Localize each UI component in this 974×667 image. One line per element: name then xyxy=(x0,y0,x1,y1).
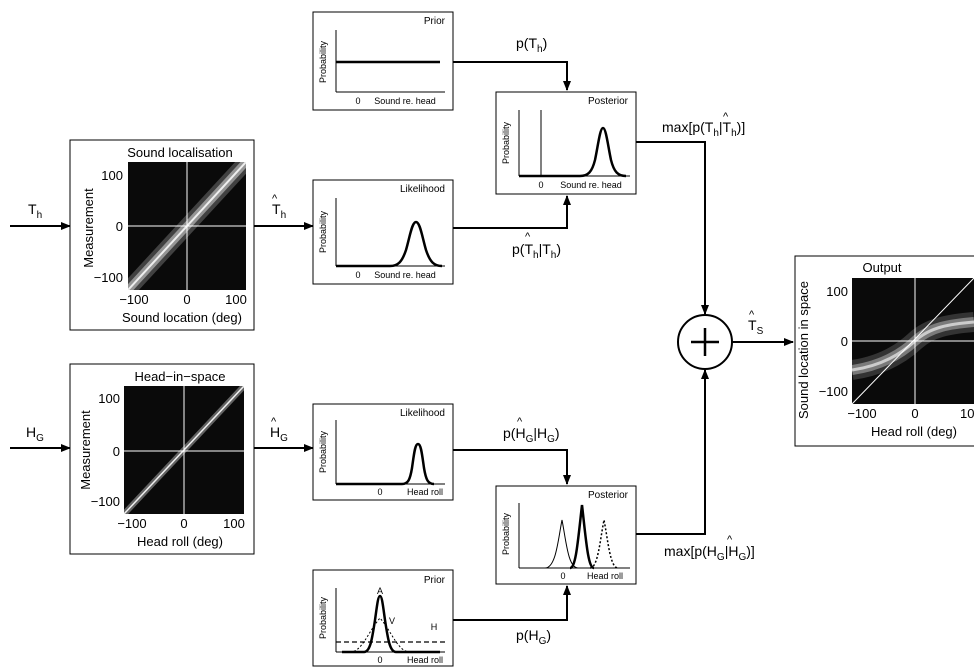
th-input-label: Th xyxy=(28,201,42,221)
prior-bottom-ylabel: Probability xyxy=(318,596,328,639)
likelihood-top-ylabel: Probability xyxy=(318,210,328,253)
likelihood-top-zero: 0 xyxy=(355,270,360,280)
max-bottom-caret: ^ xyxy=(727,534,733,546)
posterior-bottom-title: Posterior xyxy=(588,490,629,501)
output-xtick-left: −100 xyxy=(847,406,876,421)
likelihood-top-title: Likelihood xyxy=(400,184,445,195)
posterior-bottom-box: Posterior Probability 0 Head roll xyxy=(495,485,637,585)
likelihood-top-formula: p(Th|Th) xyxy=(512,241,561,261)
max-top-formula: max[p(Th|Th)] xyxy=(662,119,745,139)
head-ytick-mid: 0 xyxy=(113,444,120,459)
hg-hat-label: HG xyxy=(270,424,288,444)
th-hat-label: Th xyxy=(272,201,286,221)
head-ytick-top: 100 xyxy=(98,391,120,406)
sound-ytick-top: 100 xyxy=(101,168,123,183)
sound-xtick-mid: 0 xyxy=(183,292,190,307)
head-in-space-panel: Head−in−space 100 0 −100 −100 0 100 Head… xyxy=(69,363,255,555)
sound-ytick-bot: −100 xyxy=(94,270,123,285)
prior-bottom-label-h: H xyxy=(431,622,438,632)
posterior-top-box: Posterior Probability 0 Sound re. head xyxy=(495,91,637,195)
prior-bottom-box: Prior A V H Probability 0 Head roll xyxy=(312,569,454,667)
head-xtick-right: 100 xyxy=(223,516,245,531)
output-panel-title: Output xyxy=(862,260,901,275)
likelihood-bottom-formula: p(HG|HG) xyxy=(503,425,560,445)
output-panel: Output 100 0 −100 −100 0 100 Head roll (… xyxy=(794,255,974,447)
posterior-top-title: Posterior xyxy=(588,96,629,107)
prior-bottom-zero: 0 xyxy=(377,655,382,665)
likelihood-bottom-title: Likelihood xyxy=(400,408,445,419)
p-th-label: p(Th) xyxy=(516,35,547,55)
prior-top-xlabel: Sound re. head xyxy=(374,96,436,106)
ts-hat-label: TS xyxy=(748,317,764,337)
head-ylabel: Measurement xyxy=(78,410,93,490)
output-ylabel: Sound location in space xyxy=(796,281,811,419)
p-hg-label: p(HG) xyxy=(516,627,551,647)
arrow-likelihood-to-posterior-bottom xyxy=(453,449,571,485)
sound-xtick-right: 100 xyxy=(225,292,247,307)
likelihood-bottom-zero: 0 xyxy=(377,487,382,497)
sound-ytick-mid: 0 xyxy=(116,219,123,234)
output-xtick-mid: 0 xyxy=(911,406,918,421)
prior-top-ylabel: Probability xyxy=(318,40,328,83)
arrow-likelihood-to-posterior-top xyxy=(453,195,571,229)
prior-top-zero: 0 xyxy=(355,96,360,106)
prior-bottom-label-a: A xyxy=(377,586,383,596)
sound-ylabel: Measurement xyxy=(81,188,96,268)
max-bottom-formula: max[p(HG|HG)] xyxy=(664,543,755,563)
prior-top-title: Prior xyxy=(424,16,446,27)
sound-xlabel: Sound location (deg) xyxy=(122,310,242,325)
head-xtick-left: −100 xyxy=(117,516,146,531)
posterior-bottom-ylabel: Probability xyxy=(501,512,511,555)
likelihood-top-box: Likelihood Probability 0 Sound re. head xyxy=(312,179,454,285)
likelihood-top-caret: ^ xyxy=(525,231,531,243)
output-xlabel: Head roll (deg) xyxy=(871,424,957,439)
prior-bottom-xlabel: Head roll xyxy=(407,655,443,665)
sound-xtick-left: −100 xyxy=(119,292,148,307)
hg-hat-caret: ^ xyxy=(271,416,277,428)
prior-bottom-title: Prior xyxy=(424,575,446,586)
head-xtick-mid: 0 xyxy=(180,516,187,531)
ts-hat-caret: ^ xyxy=(749,309,755,321)
likelihood-bottom-xlabel: Head roll xyxy=(407,487,443,497)
posterior-bottom-xlabel: Head roll xyxy=(587,571,623,581)
output-ytick-top: 100 xyxy=(826,284,848,299)
likelihood-bottom-ylabel: Probability xyxy=(318,430,328,473)
output-ytick-mid: 0 xyxy=(841,334,848,349)
prior-bottom-label-v: V xyxy=(389,616,395,626)
arrow-posterior-top-to-sum xyxy=(636,141,709,315)
posterior-top-zero: 0 xyxy=(538,180,543,190)
max-top-caret: ^ xyxy=(723,111,729,123)
head-panel-title: Head−in−space xyxy=(134,369,225,384)
sound-localisation-panel: Sound localisation 100 0 −100 −100 0 100… xyxy=(69,139,255,331)
arrow-prior-to-posterior-top xyxy=(453,61,571,91)
arrow-prior-to-posterior-bottom xyxy=(453,585,571,621)
hg-input-label: HG xyxy=(26,424,44,444)
arrow-posterior-bottom-to-sum xyxy=(636,369,709,535)
sum-node xyxy=(677,314,733,370)
output-ytick-bot: −100 xyxy=(819,384,848,399)
prior-top-box: Prior Probability 0 Sound re. head xyxy=(312,11,454,111)
sound-panel-title: Sound localisation xyxy=(127,145,233,160)
posterior-top-ylabel: Probability xyxy=(501,121,511,164)
likelihood-bottom-caret: ^ xyxy=(517,416,523,428)
head-xlabel: Head roll (deg) xyxy=(137,534,223,549)
likelihood-bottom-box: Likelihood Probability 0 Head roll xyxy=(312,403,454,501)
posterior-bottom-zero: 0 xyxy=(560,571,565,581)
output-xtick-right: 100 xyxy=(960,406,974,421)
th-hat-caret: ^ xyxy=(272,193,278,205)
head-ytick-bot: −100 xyxy=(91,494,120,509)
posterior-top-xlabel: Sound re. head xyxy=(560,180,622,190)
likelihood-top-xlabel: Sound re. head xyxy=(374,270,436,280)
